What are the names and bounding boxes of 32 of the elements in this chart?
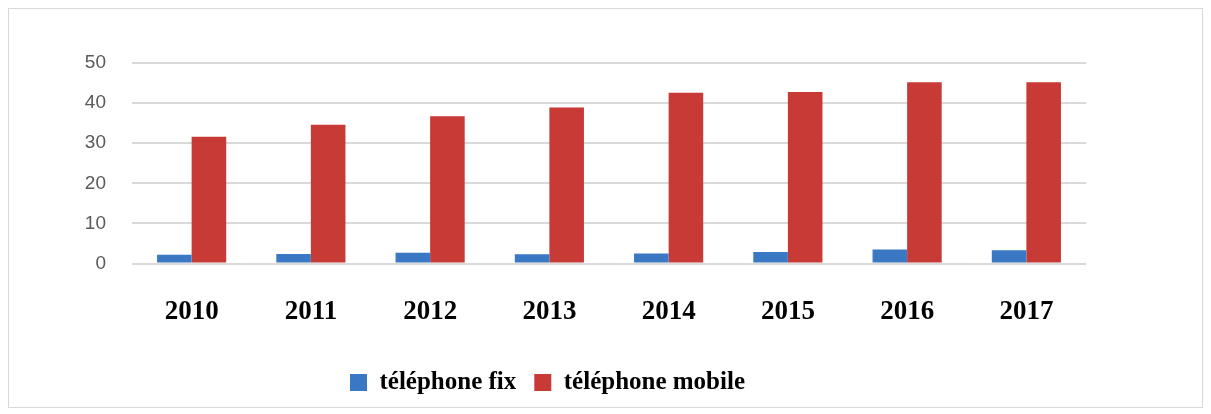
bar [549,107,584,263]
bar [191,136,227,263]
x-tick-label: 2016 [880,294,935,325]
bar [907,82,942,263]
x-tick-label: 2010 [164,294,219,325]
bar [872,249,908,263]
y-tick-label: 0 [95,251,106,273]
bar [1026,82,1061,263]
bar [310,124,346,263]
y-tick-label: 40 [84,91,106,113]
x-tick-label: 2014 [641,294,696,325]
bar [430,116,465,263]
y-tick-label: 30 [84,131,106,153]
bar [634,253,669,263]
bar [157,254,192,263]
bar [991,250,1027,263]
bar [787,91,823,263]
x-tick-label: 2013 [522,294,577,325]
x-tick-label: 2012 [403,294,458,325]
y-tick-label: 20 [84,171,106,193]
legend-label: téléphone mobile [563,366,746,394]
x-tick-label: 2015 [760,294,815,325]
x-tick-label: 2017 [999,294,1054,325]
y-tick-label: 10 [84,211,106,233]
bar [395,252,431,263]
y-tick-label: 50 [84,51,106,73]
bar [668,92,704,263]
bar [514,254,550,263]
legend-label: téléphone fix [379,366,517,394]
bar [276,253,311,263]
bar [753,251,788,263]
x-tick-label: 2011 [284,294,338,325]
